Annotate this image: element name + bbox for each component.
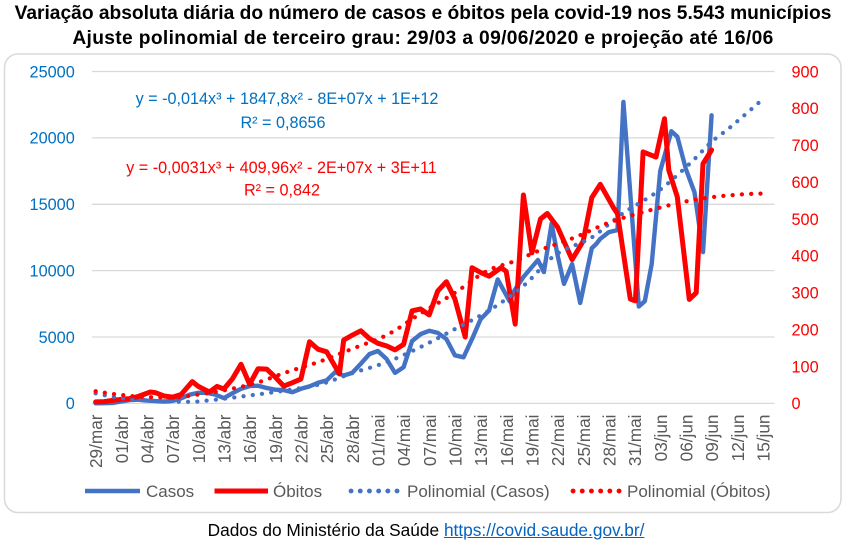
- svg-text:800: 800: [792, 100, 819, 118]
- svg-text:20000: 20000: [30, 130, 75, 148]
- svg-text:0: 0: [66, 395, 75, 413]
- svg-text:500: 500: [792, 211, 819, 229]
- svg-text:03/jun: 03/jun: [651, 415, 671, 462]
- svg-text:16/abr: 16/abr: [240, 414, 260, 463]
- svg-text:22/mai: 22/mai: [548, 415, 568, 467]
- svg-text:07/mai: 07/mai: [420, 415, 440, 467]
- svg-text:5000: 5000: [39, 329, 75, 347]
- svg-text:200: 200: [792, 321, 819, 339]
- svg-text:Casos: Casos: [146, 482, 194, 501]
- svg-text:15000: 15000: [30, 196, 75, 214]
- svg-text:31/mai: 31/mai: [625, 415, 645, 467]
- svg-text:28/mai: 28/mai: [600, 415, 620, 467]
- svg-text:100: 100: [792, 358, 819, 376]
- svg-text:06/jun: 06/jun: [677, 415, 697, 462]
- svg-text:900: 900: [792, 63, 819, 81]
- svg-text:300: 300: [792, 285, 819, 303]
- svg-text:16/mai: 16/mai: [497, 415, 517, 467]
- svg-text:10/abr: 10/abr: [189, 414, 209, 463]
- svg-text:29/mar: 29/mar: [86, 414, 106, 468]
- svg-text:10/mai: 10/mai: [446, 415, 466, 467]
- svg-text:19/mai: 19/mai: [523, 415, 543, 467]
- svg-text:y = -0,014x³ + 1847,8x² - 8E+0: y = -0,014x³ + 1847,8x² - 8E+07x + 1E+12: [136, 90, 439, 108]
- svg-text:04/mai: 04/mai: [394, 415, 414, 467]
- svg-text:07/abr: 07/abr: [163, 414, 183, 463]
- svg-text:22/abr: 22/abr: [292, 414, 312, 463]
- svg-text:Polinomial (Casos): Polinomial (Casos): [407, 482, 550, 501]
- svg-text:15/jun: 15/jun: [754, 415, 774, 462]
- svg-text:25000: 25000: [30, 63, 75, 81]
- svg-text:28/abr: 28/abr: [343, 414, 363, 463]
- svg-text:600: 600: [792, 174, 819, 192]
- svg-text:04/abr: 04/abr: [138, 414, 158, 463]
- svg-text:09/jun: 09/jun: [702, 415, 722, 462]
- svg-text:10000: 10000: [30, 262, 75, 280]
- svg-text:25/abr: 25/abr: [317, 414, 337, 463]
- svg-text:700: 700: [792, 137, 819, 155]
- svg-text:12/jun: 12/jun: [728, 415, 748, 462]
- svg-text:19/abr: 19/abr: [266, 414, 286, 463]
- svg-text:25/mai: 25/mai: [574, 415, 594, 467]
- svg-text:400: 400: [792, 248, 819, 266]
- svg-text:R² = 0,8656: R² = 0,8656: [240, 114, 325, 132]
- svg-text:0: 0: [792, 395, 801, 413]
- svg-text:Polinomial (Óbitos): Polinomial (Óbitos): [627, 482, 771, 501]
- svg-text:13/abr: 13/abr: [215, 414, 235, 463]
- svg-text:y = -0,0031x³ + 409,96x² - 2E+: y = -0,0031x³ + 409,96x² - 2E+07x + 3E+1…: [126, 159, 437, 177]
- svg-text:13/mai: 13/mai: [471, 415, 491, 467]
- svg-text:01/abr: 01/abr: [112, 414, 132, 463]
- svg-text:R² = 0,842: R² = 0,842: [244, 182, 320, 200]
- svg-text:Óbitos: Óbitos: [273, 482, 322, 501]
- svg-text:01/mai: 01/mai: [369, 415, 389, 467]
